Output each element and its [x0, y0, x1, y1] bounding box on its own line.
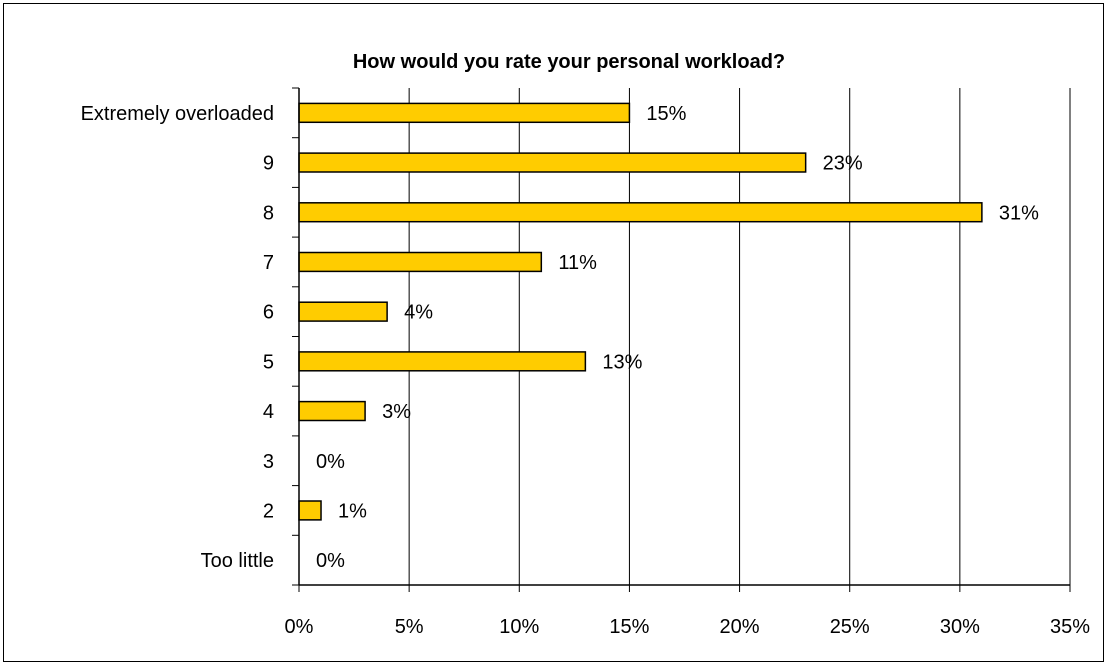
category-label: 7 [263, 252, 274, 274]
x-tick-label: 15% [609, 616, 649, 638]
data-label: 23% [823, 153, 863, 175]
data-label: 31% [999, 202, 1039, 224]
x-tick-label: 30% [940, 616, 980, 638]
category-label: 5 [263, 351, 274, 373]
data-label: 0% [316, 550, 345, 572]
bar [298, 500, 322, 521]
bar [298, 102, 631, 124]
x-tick-label: 25% [830, 616, 870, 638]
x-tick-label: 20% [720, 616, 760, 638]
category-label: Too little [201, 550, 274, 572]
data-label: 4% [404, 302, 433, 324]
axes [292, 87, 1071, 592]
data-label: 1% [338, 500, 367, 522]
x-tick-label: 0% [285, 616, 314, 638]
bar [298, 301, 388, 322]
category-label: 2 [263, 500, 274, 522]
data-label: 13% [602, 351, 642, 373]
labels: 0% 5% 10% 15% 20% 25% 30% 35%Extremely overload… [81, 103, 1091, 638]
category-label: 3 [263, 451, 274, 473]
category-label: 6 [263, 302, 274, 324]
bar [298, 400, 366, 422]
bar [298, 251, 543, 273]
bar [298, 351, 587, 372]
x-tick-label: 10% [499, 616, 539, 638]
bars [298, 102, 983, 521]
data-label: 3% [382, 401, 411, 423]
x-tick-label: 35% [1050, 616, 1090, 638]
chart-title: How would you rate your personal workloa… [353, 51, 785, 73]
x-tick-label: 5% [395, 616, 424, 638]
category-label: Extremely overloaded [81, 103, 274, 125]
category-label: 9 [263, 153, 274, 175]
category-label: 8 [263, 202, 274, 224]
bar [298, 202, 983, 223]
data-label: 15% [646, 103, 686, 125]
bar [298, 152, 807, 173]
data-label: 0% [316, 451, 345, 473]
category-label: 4 [263, 401, 274, 423]
data-label: 11% [558, 252, 597, 274]
